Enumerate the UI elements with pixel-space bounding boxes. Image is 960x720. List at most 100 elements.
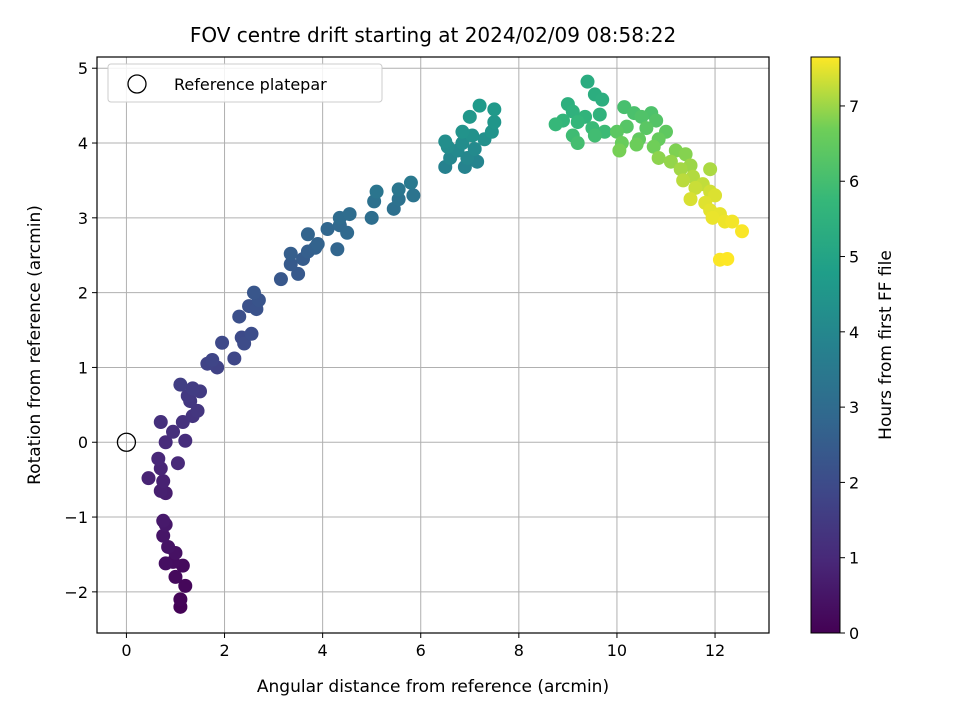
- data-point: [151, 451, 166, 466]
- y-tick-label: 3: [78, 209, 88, 228]
- data-point: [705, 210, 720, 225]
- data-point: [703, 162, 718, 177]
- data-point: [156, 528, 171, 543]
- data-point: [708, 188, 723, 203]
- y-tick-label: 4: [78, 134, 88, 153]
- data-point: [455, 124, 470, 139]
- colorbar-gradient: [810, 56, 841, 634]
- plot-frame: [96, 56, 770, 634]
- data-point: [237, 336, 252, 351]
- data-point: [565, 104, 580, 119]
- legend-reference-marker: [127, 74, 147, 94]
- data-point: [227, 351, 242, 366]
- data-point: [634, 109, 649, 124]
- data-point: [487, 102, 502, 117]
- data-point: [273, 272, 288, 287]
- y-tick-label: 0: [78, 433, 88, 452]
- data-point: [173, 592, 188, 607]
- y-tick-label: −2: [64, 583, 88, 602]
- data-point: [612, 143, 627, 158]
- data-point: [178, 578, 193, 593]
- data-point: [244, 326, 259, 341]
- data-point: [215, 335, 230, 350]
- data-point: [609, 124, 624, 139]
- data-point: [178, 433, 193, 448]
- data-point: [170, 456, 185, 471]
- data-point: [369, 184, 384, 199]
- data-point: [548, 117, 563, 132]
- y-tick-label: −1: [64, 508, 88, 527]
- data-point: [141, 471, 156, 486]
- data-point: [153, 415, 168, 430]
- data-point: [683, 192, 698, 207]
- data-point: [310, 237, 325, 252]
- x-tick-label: 12: [705, 641, 725, 660]
- colorbar: 0 1 2 3 4 5 6 7 Hours from first FF file: [810, 56, 896, 643]
- data-point: [291, 266, 306, 281]
- data-point: [592, 107, 607, 122]
- data-point: [156, 513, 171, 528]
- data-point: [161, 539, 176, 554]
- colorbar-tick-label: 2: [849, 473, 859, 492]
- data-point: [678, 147, 693, 162]
- data-point: [735, 224, 750, 239]
- colorbar-tick-label: 3: [849, 398, 859, 417]
- data-point: [720, 251, 735, 266]
- data-point: [185, 381, 200, 396]
- colorbar-tick-label: 6: [849, 172, 859, 191]
- x-tick-label: 6: [416, 641, 426, 660]
- data-point: [158, 435, 173, 450]
- data-point: [403, 175, 418, 190]
- colorbar-tick-label: 7: [849, 97, 859, 116]
- data-point: [673, 162, 688, 177]
- x-tick-label: 2: [219, 641, 229, 660]
- grid: [97, 57, 769, 633]
- data-point: [467, 142, 482, 157]
- data-point: [587, 128, 602, 143]
- data-point: [173, 377, 188, 392]
- colorbar-tick-label: 5: [849, 248, 859, 267]
- x-ticks: 0 2 4 6 8 10 12: [121, 633, 725, 660]
- data-point: [158, 556, 173, 571]
- data-point: [232, 309, 247, 324]
- data-point: [391, 192, 406, 207]
- legend: Reference platepar: [107, 63, 383, 103]
- data-point: [651, 150, 666, 165]
- data-point: [462, 109, 477, 124]
- reference-platepar-marker: [116, 432, 137, 452]
- data-point: [580, 74, 595, 89]
- data-point: [156, 474, 171, 489]
- data-point: [340, 225, 355, 240]
- colorbar-ticks: 0 1 2 3 4 5 6 7: [840, 97, 859, 643]
- data-point: [283, 246, 298, 261]
- data-point: [166, 424, 181, 439]
- x-tick-label: 8: [514, 641, 524, 660]
- data-point: [300, 227, 315, 242]
- data-point: [646, 139, 661, 154]
- data-point: [391, 182, 406, 197]
- data-point: [364, 210, 379, 225]
- data-point: [595, 92, 610, 107]
- data-point: [570, 136, 585, 151]
- data-point: [246, 285, 261, 300]
- y-axis-label: Rotation from reference (arcmin): [25, 205, 45, 485]
- y-tick-label: 2: [78, 284, 88, 303]
- data-point: [663, 154, 678, 169]
- reference-layer: [116, 432, 137, 452]
- data-point: [406, 188, 421, 203]
- data-point: [688, 180, 703, 195]
- colorbar-label: Hours from first FF file: [876, 250, 896, 440]
- x-tick-label: 0: [121, 641, 131, 660]
- data-point: [438, 134, 453, 149]
- data-point: [205, 352, 220, 367]
- data-point: [320, 222, 335, 237]
- chart-title: FOV centre drift starting at 2024/02/09 …: [190, 23, 676, 47]
- colorbar-tick-label: 4: [849, 323, 859, 342]
- legend-box: [107, 63, 383, 103]
- data-point: [190, 403, 205, 418]
- data-point: [676, 173, 691, 188]
- x-tick-label: 4: [318, 641, 328, 660]
- data-point: [283, 257, 298, 272]
